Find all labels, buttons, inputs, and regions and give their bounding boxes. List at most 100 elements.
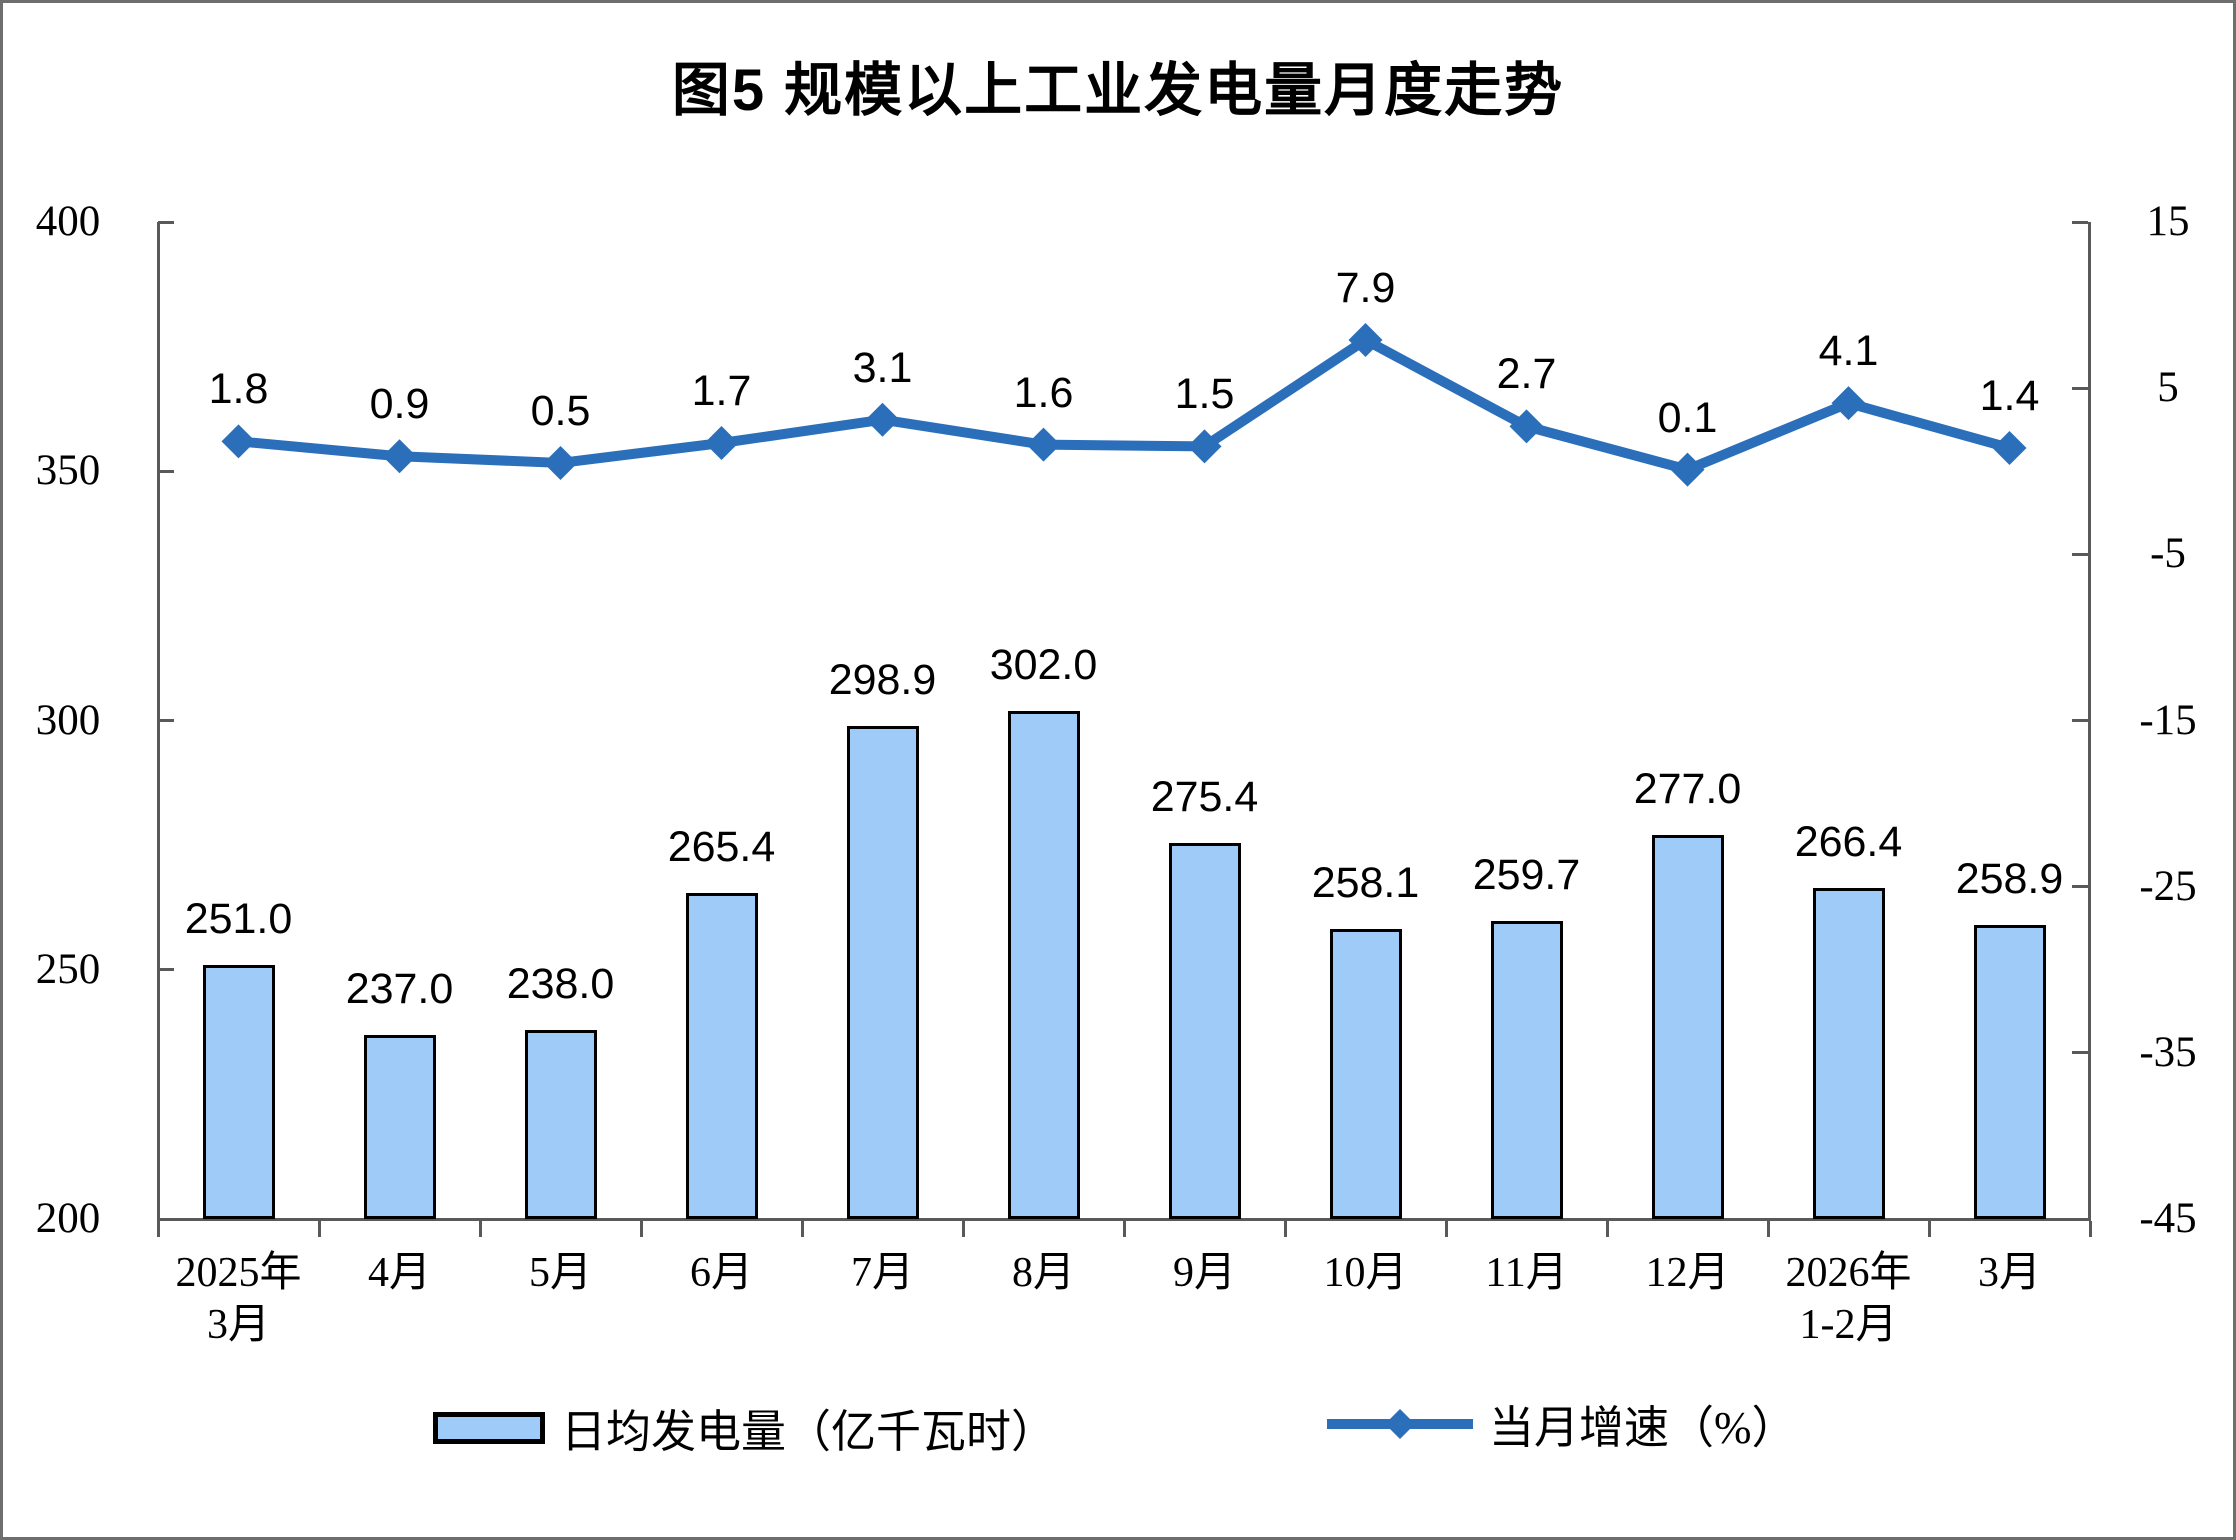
y-axis-right-tick-label: -45 xyxy=(2139,1195,2197,1242)
bar-2 xyxy=(363,1034,436,1219)
line-swatch-icon xyxy=(1327,1408,1473,1439)
x-axis-label-line: 5月 xyxy=(528,1250,592,1296)
x-axis-label-2: 4月 xyxy=(270,1247,530,1299)
line-value-label-8: 7.9 xyxy=(1335,263,1396,312)
bar-swatch-icon xyxy=(433,1411,545,1444)
line-value-label-11: 4.1 xyxy=(1818,327,1879,376)
line-marker-9 xyxy=(1509,409,1544,444)
bar-value-label-5: 298.9 xyxy=(828,655,937,704)
line-marker-3 xyxy=(543,445,578,480)
y-axis-left-tick-label: 350 xyxy=(35,447,101,495)
x-axis-tick xyxy=(2089,1221,2092,1237)
x-axis-label-line: 11月 xyxy=(1485,1250,1568,1296)
y-axis-left-tick-label: 400 xyxy=(35,198,101,245)
x-axis xyxy=(157,1218,2091,1221)
bar-11 xyxy=(1812,887,1885,1219)
y-axis-right-tick xyxy=(2072,1217,2088,1221)
x-axis-label-12: 3月 xyxy=(1880,1247,2140,1299)
line-value-label-7: 1.5 xyxy=(1174,370,1235,419)
x-axis-tick xyxy=(1284,1221,1287,1237)
line-value-label-9: 2.7 xyxy=(1496,350,1557,399)
line-value-label-6: 1.6 xyxy=(1013,368,1074,417)
x-axis-label-line: 8月 xyxy=(1011,1250,1075,1296)
line-value-label-3: 0.5 xyxy=(530,386,591,435)
bar-5 xyxy=(846,725,919,1219)
x-axis-label-1: 2025年 3月 xyxy=(109,1247,369,1351)
bar-7 xyxy=(1168,843,1241,1219)
x-axis-label-line: 2026年 xyxy=(1785,1250,1912,1296)
y-axis-right-tick-label: 5 xyxy=(2157,364,2179,412)
bar-3 xyxy=(524,1029,597,1219)
line-marker-5 xyxy=(865,402,900,437)
x-axis-label-line: 3月 xyxy=(206,1302,270,1348)
x-axis-tick xyxy=(1123,1221,1126,1237)
bar-value-label-8: 258.1 xyxy=(1311,859,1420,908)
y-axis-right xyxy=(2088,222,2091,1219)
line-value-label-10: 0.1 xyxy=(1657,393,1718,442)
y-axis-left-tick xyxy=(158,469,174,473)
chart-title: 图5 规模以上工业发电量月度走势 xyxy=(671,58,1565,123)
y-axis-left-tick xyxy=(158,968,174,972)
bar-8 xyxy=(1329,929,1402,1219)
bar-value-label-10: 277.0 xyxy=(1633,765,1742,814)
x-axis-tick xyxy=(962,1221,965,1237)
y-axis-right-tick-label: -35 xyxy=(2139,1028,2197,1076)
legend-item-bar-series: 日均发电量（亿千瓦时） xyxy=(433,1395,1056,1460)
line-value-label-5: 3.1 xyxy=(852,343,913,392)
y-axis-right-tick xyxy=(2072,552,2088,556)
bar-10 xyxy=(1651,835,1724,1219)
y-axis-right-tick-label: 15 xyxy=(2146,198,2190,245)
growth-line-series xyxy=(221,322,2027,487)
bar-value-label-9: 259.7 xyxy=(1472,851,1581,900)
x-axis-label-7: 9月 xyxy=(1075,1247,1335,1299)
y-axis-right-tick xyxy=(2072,220,2088,224)
y-axis-left-tick-label: 250 xyxy=(35,945,101,993)
x-axis-label-line: 10月 xyxy=(1323,1250,1408,1296)
x-axis-tick xyxy=(1606,1221,1609,1237)
bar-value-label-1: 251.0 xyxy=(184,894,293,943)
y-axis-left-tick xyxy=(158,220,174,224)
line-marker-1 xyxy=(221,424,256,459)
x-axis-label-line: 2025年 xyxy=(175,1250,302,1296)
y-axis-right-tick-label: -5 xyxy=(2150,530,2186,578)
line-marker-4 xyxy=(704,426,739,461)
bar-value-label-7: 275.4 xyxy=(1150,773,1259,822)
x-axis-label-3: 5月 xyxy=(431,1247,691,1299)
y-axis-left-tick-label: 300 xyxy=(35,696,101,744)
x-axis-label-9: 11月 xyxy=(1397,1247,1657,1299)
bar-value-label-4: 265.4 xyxy=(667,822,776,871)
line-value-label-12: 1.4 xyxy=(1979,371,2040,420)
bar-value-label-3: 238.0 xyxy=(506,959,615,1008)
line-marker-12 xyxy=(1992,430,2027,465)
y-axis-right-tick xyxy=(2072,885,2088,889)
x-axis-label-4: 6月 xyxy=(592,1247,852,1299)
y-axis-left-tick xyxy=(158,1217,174,1221)
x-axis-tick xyxy=(1445,1221,1448,1237)
x-axis-label-5: 7月 xyxy=(753,1247,1013,1299)
bar-value-label-2: 237.0 xyxy=(345,964,454,1013)
bar-6 xyxy=(1007,710,1080,1219)
x-axis-label-line: 9月 xyxy=(1172,1250,1236,1296)
bar-9 xyxy=(1490,921,1563,1219)
x-axis-label-line: 4月 xyxy=(367,1250,431,1296)
x-axis-label-line: 12月 xyxy=(1645,1250,1730,1296)
x-axis-tick xyxy=(801,1221,804,1237)
line-marker-10 xyxy=(1670,452,1705,487)
x-axis-label-line: 3月 xyxy=(1977,1250,2041,1296)
legend-item-line-series: 当月增速（%） xyxy=(1325,1391,1797,1456)
line-marker-6 xyxy=(1026,427,1061,462)
x-axis-label-6: 8月 xyxy=(914,1247,1174,1299)
x-axis-tick xyxy=(479,1221,482,1237)
line-value-label-1: 1.8 xyxy=(208,365,269,414)
x-axis-tick xyxy=(157,1221,160,1237)
line-value-label-2: 0.9 xyxy=(369,380,430,429)
bar-1 xyxy=(202,964,275,1219)
line-marker-11 xyxy=(1831,386,1866,421)
plot-area: 400 350 300 250 200 15 5 -5 -15 -25 -35 -45 251.0 237… xyxy=(3,3,2233,1537)
x-axis-label-10: 12月 xyxy=(1558,1247,1818,1299)
bar-value-label-11: 266.4 xyxy=(1794,817,1903,866)
y-axis-right-tick xyxy=(2072,719,2088,722)
legend-label-bar-series: 日均发电量（亿千瓦时） xyxy=(561,1407,1057,1457)
x-axis-tick xyxy=(1928,1221,1931,1237)
